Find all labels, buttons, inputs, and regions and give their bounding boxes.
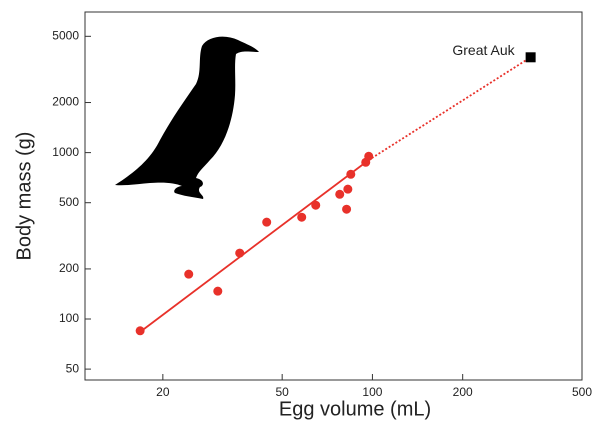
- point: [297, 212, 307, 222]
- point: [311, 200, 321, 210]
- x-tick-label: 20: [156, 385, 170, 399]
- point-label: Great Auk: [452, 42, 515, 58]
- plot-frame: [84, 11, 583, 381]
- point: [364, 151, 374, 161]
- point: [525, 52, 536, 63]
- point: [213, 286, 223, 296]
- point: [335, 189, 345, 199]
- x-tick-label: 100: [362, 385, 382, 399]
- y-tick-label: 50: [66, 361, 80, 375]
- fit-line: [367, 56, 532, 161]
- y-tick-label: 5000: [52, 28, 79, 42]
- y-tick-label: 2000: [52, 95, 79, 109]
- y-axis-title: Body mass (g): [13, 132, 35, 261]
- point: [135, 326, 145, 336]
- point: [184, 269, 194, 279]
- fit-line: [141, 159, 369, 332]
- great-auk-silhouette: [115, 36, 259, 199]
- point: [342, 204, 352, 214]
- point: [343, 184, 353, 194]
- y-tick-label: 500: [59, 195, 79, 209]
- x-tick-label: 50: [275, 385, 289, 399]
- y-tick-label: 100: [59, 311, 79, 325]
- x-axis-title: Egg volume (mL): [279, 398, 431, 420]
- point: [346, 169, 356, 179]
- y-tick-label: 200: [59, 261, 79, 275]
- y-tick-label: 1000: [52, 145, 79, 159]
- x-tick-label: 200: [453, 385, 473, 399]
- point: [235, 248, 245, 258]
- point: [262, 217, 272, 227]
- x-tick-label: 500: [572, 385, 592, 399]
